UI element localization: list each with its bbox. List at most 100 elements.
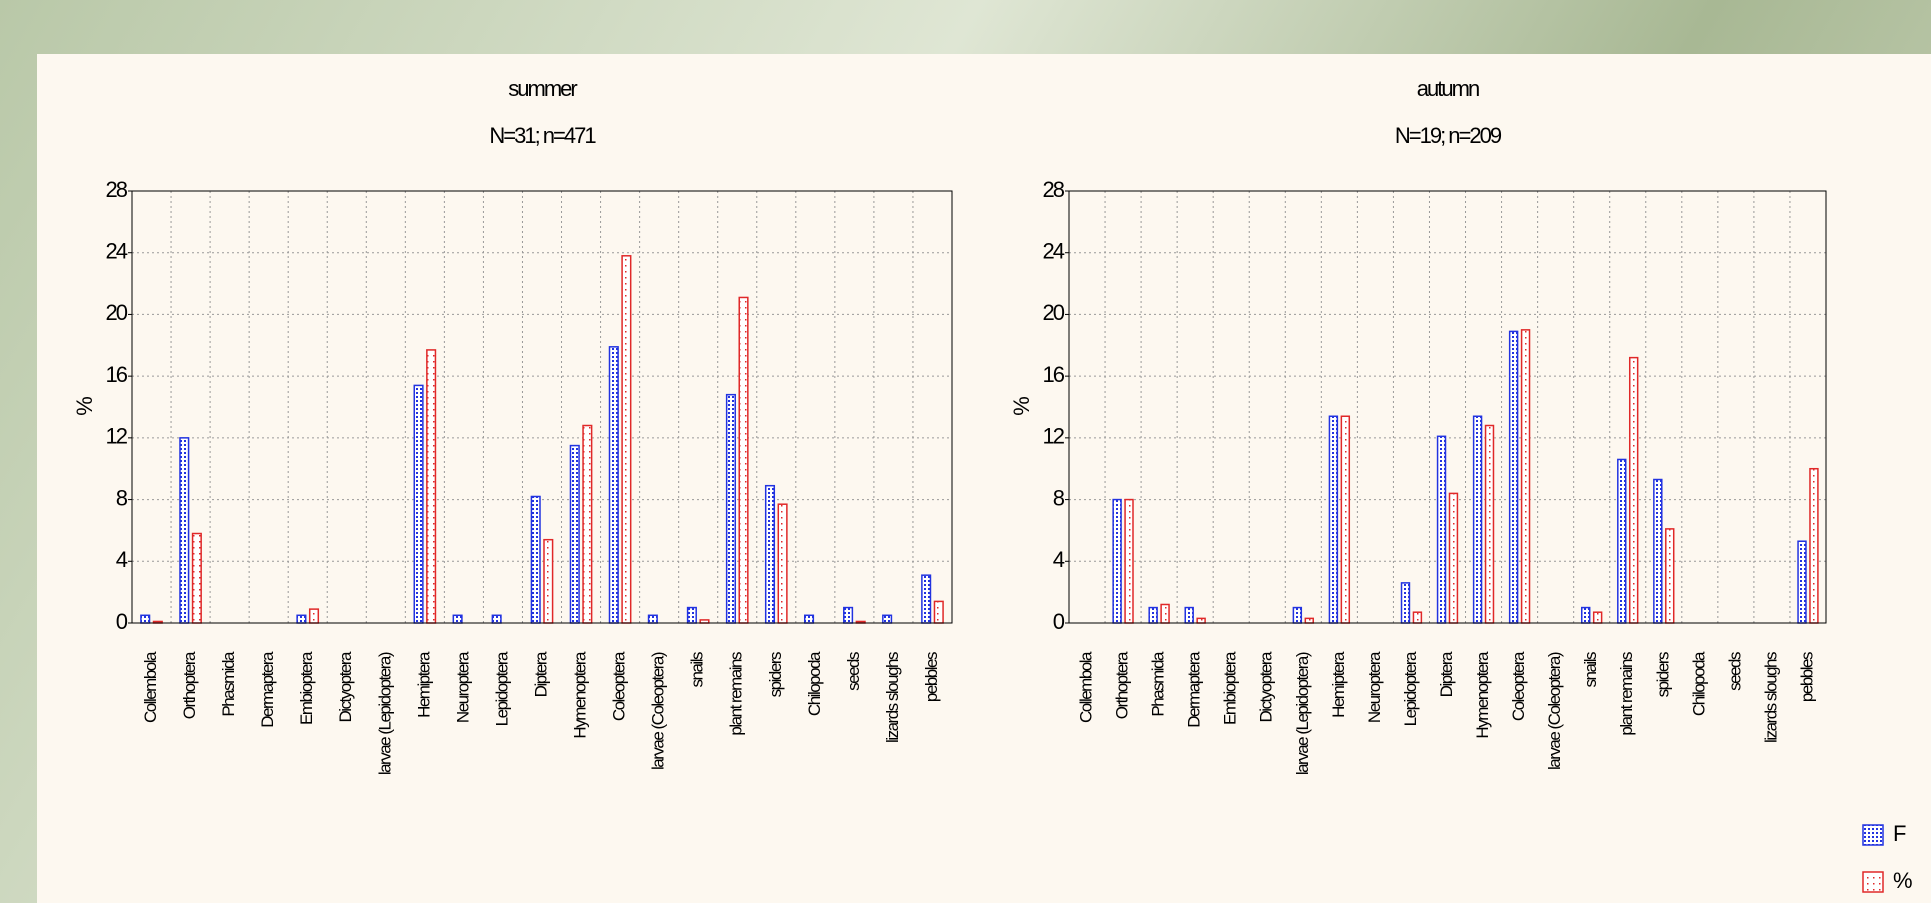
bar bbox=[1474, 416, 1482, 623]
y-tick-label: 4 bbox=[1053, 547, 1065, 572]
bar bbox=[622, 256, 631, 623]
x-tick-label: Phasmida bbox=[219, 651, 238, 717]
bar bbox=[1125, 500, 1133, 623]
bar bbox=[1654, 480, 1662, 623]
bar bbox=[1666, 529, 1674, 623]
bar bbox=[414, 385, 423, 623]
x-tick-label: snails bbox=[1581, 652, 1600, 687]
bar bbox=[1438, 436, 1446, 623]
x-tick-label: pebbles bbox=[922, 652, 941, 702]
bar bbox=[1594, 612, 1602, 623]
y-tick-label: 0 bbox=[1053, 609, 1065, 634]
y-tick-label: 0 bbox=[116, 609, 128, 634]
bar bbox=[1630, 358, 1638, 623]
bar bbox=[1798, 541, 1806, 623]
x-tick-label: Hymenoptera bbox=[571, 651, 590, 739]
bar bbox=[1305, 618, 1313, 623]
y-tick-label: 16 bbox=[1043, 362, 1065, 387]
x-tick-label: Orthoptera bbox=[1113, 651, 1132, 719]
x-tick-label: Orthoptera bbox=[180, 651, 199, 719]
bar bbox=[934, 601, 943, 623]
legend-label: F bbox=[1893, 821, 1906, 846]
bar bbox=[531, 496, 540, 623]
x-tick-label: spiders bbox=[1653, 652, 1672, 697]
bar bbox=[922, 575, 931, 623]
bar bbox=[1522, 330, 1530, 623]
bar bbox=[1161, 604, 1169, 623]
bar bbox=[1185, 608, 1193, 623]
x-tick-label: Dictyoptera bbox=[1257, 651, 1276, 723]
bar bbox=[310, 609, 319, 623]
x-tick-label: lizards sloughs bbox=[1761, 652, 1780, 743]
bar bbox=[649, 615, 658, 623]
x-tick-label: Lepidoptera bbox=[1401, 651, 1420, 726]
chart-canvas: summerN=31; n=471%0481216202428Collembol… bbox=[0, 0, 1931, 903]
bar bbox=[492, 615, 501, 623]
y-tick-label: 8 bbox=[1053, 485, 1065, 510]
bar bbox=[427, 350, 436, 623]
bar bbox=[453, 615, 462, 623]
y-tick-label: 28 bbox=[1043, 177, 1065, 202]
x-tick-label: Hemiptera bbox=[414, 651, 433, 718]
x-tick-label: Chilopoda bbox=[1689, 651, 1708, 716]
x-tick-label: snails bbox=[688, 652, 707, 687]
y-tick-label: 4 bbox=[116, 547, 128, 572]
y-tick-label: 24 bbox=[106, 239, 128, 264]
chart-title: autumn bbox=[1417, 76, 1479, 101]
bar bbox=[583, 426, 592, 623]
bar bbox=[805, 615, 814, 623]
bar bbox=[297, 615, 306, 623]
bar bbox=[1402, 583, 1410, 623]
bar bbox=[180, 438, 189, 623]
bar bbox=[544, 540, 553, 623]
y-tick-label: 16 bbox=[106, 362, 128, 387]
bar bbox=[727, 395, 736, 623]
bar bbox=[1618, 459, 1626, 623]
bar bbox=[844, 608, 853, 623]
bar bbox=[1810, 469, 1818, 623]
x-tick-label: Neuroptera bbox=[453, 651, 472, 723]
bar bbox=[1293, 608, 1301, 623]
x-tick-label: Chilopoda bbox=[805, 651, 824, 716]
x-tick-label: Dermaptera bbox=[1185, 651, 1204, 728]
x-tick-label: Embioptera bbox=[297, 651, 316, 725]
x-tick-label: Collembola bbox=[1077, 651, 1096, 723]
y-tick-label: 20 bbox=[106, 300, 128, 325]
page: summerN=31; n=471%0481216202428Collembol… bbox=[0, 0, 1931, 903]
x-tick-label: spiders bbox=[766, 652, 785, 697]
x-tick-label: lizards sloughs bbox=[883, 652, 902, 743]
bar bbox=[1486, 426, 1494, 623]
y-tick-label: 20 bbox=[1043, 300, 1065, 325]
bar bbox=[766, 486, 775, 623]
bar bbox=[141, 615, 150, 623]
x-tick-label: Collembola bbox=[141, 651, 160, 723]
bar bbox=[193, 534, 202, 623]
bar bbox=[883, 615, 892, 623]
x-tick-label: seeds bbox=[844, 652, 863, 691]
legend-swatch bbox=[1863, 872, 1883, 892]
bar bbox=[1113, 500, 1121, 623]
legend-label: % bbox=[1893, 868, 1912, 893]
x-tick-label: Neuroptera bbox=[1365, 651, 1384, 723]
legend-swatch bbox=[1863, 825, 1883, 845]
x-tick-label: Dictyoptera bbox=[336, 651, 355, 723]
x-tick-label: Phasmida bbox=[1149, 651, 1168, 717]
y-axis-label: % bbox=[1009, 397, 1034, 416]
x-tick-label: Coleoptera bbox=[1509, 651, 1528, 721]
y-tick-label: 28 bbox=[106, 177, 128, 202]
x-tick-label: seeds bbox=[1725, 652, 1744, 691]
x-tick-label: plant remains bbox=[1617, 652, 1636, 736]
y-tick-label: 12 bbox=[106, 424, 128, 449]
panel bbox=[37, 54, 1931, 903]
x-tick-label: Dermaptera bbox=[258, 651, 277, 728]
bar bbox=[1510, 331, 1518, 623]
x-tick-label: plant remains bbox=[727, 652, 746, 736]
x-tick-label: larvae (Coleoptera) bbox=[649, 652, 668, 770]
bar bbox=[688, 608, 697, 623]
x-tick-label: Embioptera bbox=[1221, 651, 1240, 725]
x-tick-label: Hemiptera bbox=[1329, 651, 1348, 718]
x-tick-label: pebbles bbox=[1797, 652, 1816, 702]
y-tick-label: 24 bbox=[1043, 239, 1065, 264]
chart-subtitle: N=19; n=209 bbox=[1395, 123, 1502, 148]
bar bbox=[1413, 612, 1421, 623]
